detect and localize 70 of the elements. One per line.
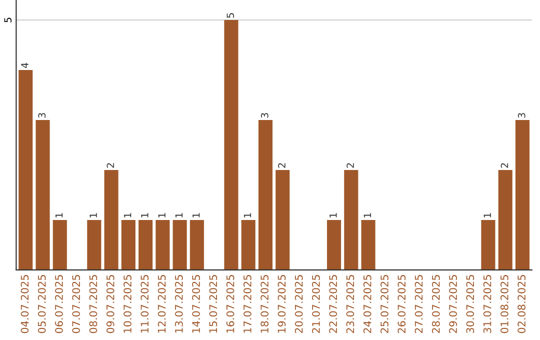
bar bbox=[36, 120, 50, 270]
x-tick-label: 30.07.2025 bbox=[466, 275, 474, 333]
data-label: 1 bbox=[484, 213, 491, 218]
bar bbox=[52, 220, 67, 270]
bar bbox=[515, 120, 530, 270]
data-label: 3 bbox=[38, 113, 46, 118]
bar bbox=[224, 20, 238, 270]
x-tick-label: 22.07.2025 bbox=[329, 275, 338, 334]
bar bbox=[138, 220, 153, 270]
data-label: 4 bbox=[21, 62, 28, 68]
x-tick-label: 17.07.2025 bbox=[243, 275, 252, 333]
data-label: 1 bbox=[244, 213, 252, 218]
x-tick-label: 18.07.2025 bbox=[260, 275, 269, 333]
data-label: 2 bbox=[346, 163, 354, 168]
bar bbox=[276, 170, 290, 270]
data-label: 1 bbox=[124, 213, 132, 218]
data-label: 3 bbox=[260, 113, 268, 118]
data-label: 1 bbox=[158, 213, 166, 218]
data-label: 5 bbox=[226, 13, 234, 18]
bar bbox=[172, 220, 187, 270]
data-label: 1 bbox=[141, 213, 148, 218]
x-tick-label: 25.07.2025 bbox=[380, 275, 388, 334]
x-tick-label: 12.07.2025 bbox=[158, 275, 166, 333]
data-label: 1 bbox=[175, 213, 182, 218]
data-label: 2 bbox=[500, 163, 508, 168]
bar bbox=[18, 70, 33, 270]
x-tick-label: 11.07.2025 bbox=[140, 275, 149, 333]
x-tick-label: 10.07.2025 bbox=[124, 275, 132, 333]
x-tick-label: 02.08.2025 bbox=[518, 275, 526, 334]
x-tick-label: 06.07.2025 bbox=[55, 275, 63, 334]
bar bbox=[258, 120, 273, 270]
bar bbox=[241, 220, 256, 270]
x-tick-label: 08.07.2025 bbox=[89, 275, 98, 334]
bar bbox=[156, 220, 170, 270]
data-label: 3 bbox=[518, 113, 526, 118]
x-tick-label: 26.07.2025 bbox=[398, 275, 406, 334]
data-label: 1 bbox=[330, 213, 337, 218]
bar bbox=[121, 220, 136, 270]
x-tick-label: 04.07.2025 bbox=[20, 275, 29, 334]
bar bbox=[104, 170, 118, 270]
x-tick-label: 16.07.2025 bbox=[226, 275, 234, 333]
bar bbox=[326, 220, 342, 270]
x-tick-label: 09.07.2025 bbox=[106, 275, 114, 334]
bar bbox=[87, 220, 102, 270]
x-tick-label: 14.07.2025 bbox=[192, 275, 200, 333]
data-label: 1 bbox=[55, 213, 63, 218]
data-label: 1 bbox=[364, 213, 371, 218]
x-tick-label: 07.07.2025 bbox=[72, 275, 80, 334]
bar bbox=[361, 220, 376, 270]
data-label: 1 bbox=[90, 213, 97, 218]
x-tick-label: 28.07.2025 bbox=[432, 275, 440, 334]
x-tick-label: 31.07.2025 bbox=[483, 275, 492, 333]
bar bbox=[190, 220, 204, 270]
x-tick-label: 05.07.2025 bbox=[38, 275, 46, 334]
x-tick-label: 01.08.2025 bbox=[500, 275, 508, 334]
x-tick-label: 23.07.2025 bbox=[346, 275, 354, 334]
x-tick-label: 19.07.2025 bbox=[278, 275, 286, 333]
x-tick-label: 29.07.2025 bbox=[449, 275, 457, 334]
bar bbox=[481, 220, 496, 270]
bar bbox=[344, 170, 358, 270]
data-label: 1 bbox=[192, 213, 200, 218]
data-label: 2 bbox=[106, 163, 114, 168]
x-tick-label: 21.07.2025 bbox=[312, 275, 320, 334]
x-tick-label: 13.07.2025 bbox=[174, 275, 183, 333]
x-tick-label: 15.07.2025 bbox=[209, 275, 218, 333]
bar bbox=[498, 170, 512, 270]
data-label: 2 bbox=[278, 163, 286, 168]
x-tick-label: 24.07.2025 bbox=[363, 275, 372, 334]
x-tick-label: 27.07.2025 bbox=[414, 275, 423, 334]
x-tick-label: 20.07.2025 bbox=[294, 275, 303, 334]
